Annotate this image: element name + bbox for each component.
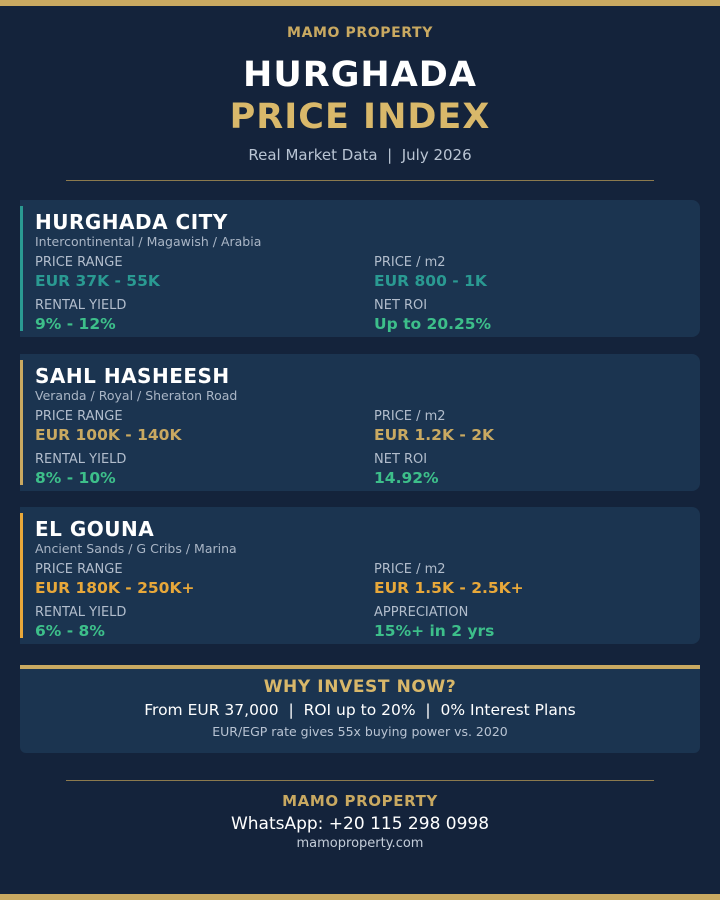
area-card-hurghada-city: HURGHADA CITY Intercontinental / Magawis… [20,200,700,337]
card-accent-bar [20,360,23,485]
top-gold-bar [0,0,720,6]
page-title-line1: HURGHADA [243,55,477,95]
price-m2-label: PRICE / m2 [374,409,446,424]
website-link[interactable]: mamoproperty.com [296,836,424,851]
net-roi-value: 14.92% [374,469,439,487]
area-name: HURGHADA CITY [35,210,228,234]
net-roi-label: NET ROI [374,298,428,313]
net-roi-label: NET ROI [374,452,428,467]
page-subtitle: Real Market Data | July 2026 [248,146,472,164]
price-range-label: PRICE RANGE [35,562,123,577]
page-title-line2: PRICE INDEX [229,97,491,137]
price-range-label: PRICE RANGE [35,409,123,424]
area-neighborhoods: Intercontinental / Magawish / Arabia [35,234,262,249]
price-range-value: EUR 180K - 250K+ [35,579,195,597]
footer-divider [66,780,654,781]
area-name: EL GOUNA [35,517,155,541]
price-range-label: PRICE RANGE [35,255,123,270]
panel-gold-line [20,665,700,669]
whatsapp-contact[interactable]: WhatsApp: +20 115 298 0998 [230,814,490,834]
price-m2-value: EUR 1.2K - 2K [374,426,494,444]
appreciation-value: 15%+ in 2 yrs [374,622,495,640]
footer-brand: MAMO PROPERTY [282,792,438,810]
bottom-gold-bar [0,894,720,900]
header-divider [66,180,654,181]
rental-yield-label: RENTAL YIELD [35,298,127,313]
area-card-sahl-hasheesh: SAHL HASHEESH Veranda / Royal / Sheraton… [20,354,700,491]
price-m2-label: PRICE / m2 [374,562,446,577]
price-m2-label: PRICE / m2 [374,255,446,270]
appreciation-label: APPRECIATION [374,605,469,620]
why-invest-note: EUR/EGP rate gives 55x buying power vs. … [212,724,508,739]
why-invest-points: From EUR 37,000 | ROI up to 20% | 0% Int… [144,701,576,719]
brand-name: MAMO PROPERTY [287,25,433,41]
price-m2-value: EUR 800 - 1K [374,272,487,290]
area-card-el-gouna: EL GOUNA Ancient Sands / G Cribs / Marin… [20,507,700,644]
rental-yield-value: 8% - 10% [35,469,116,487]
net-roi-value: Up to 20.25% [374,315,492,333]
price-range-value: EUR 100K - 140K [35,426,182,444]
rental-yield-label: RENTAL YIELD [35,452,127,467]
rental-yield-label: RENTAL YIELD [35,605,127,620]
area-neighborhoods: Veranda / Royal / Sheraton Road [35,388,238,403]
area-name: SAHL HASHEESH [35,364,230,388]
card-accent-bar [20,206,23,331]
rental-yield-value: 6% - 8% [35,622,105,640]
why-invest-panel: WHY INVEST NOW? From EUR 37,000 | ROI up… [20,665,700,753]
area-neighborhoods: Ancient Sands / G Cribs / Marina [35,541,237,556]
price-range-value: EUR 37K - 55K [35,272,160,290]
rental-yield-value: 9% - 12% [35,315,116,333]
card-accent-bar [20,513,23,638]
price-m2-value: EUR 1.5K - 2.5K+ [374,579,524,597]
why-invest-heading: WHY INVEST NOW? [263,677,457,697]
